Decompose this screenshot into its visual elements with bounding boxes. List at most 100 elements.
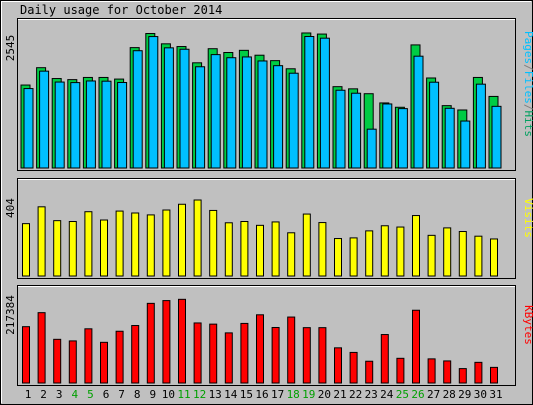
panel-kbytes-max-label: 217384 — [4, 295, 17, 335]
panel-kbytes: 217384 KBytes — [4, 285, 533, 386]
bar-files-day-25 — [397, 108, 408, 169]
bar-files-day-13 — [210, 54, 221, 169]
bar-kbytes-day-4 — [68, 340, 77, 384]
day-label-3: 3 — [56, 388, 63, 401]
bar-visits-day-11 — [178, 203, 186, 277]
bar-visits-day-17 — [271, 221, 280, 277]
bar-kbytes-day-14 — [224, 332, 233, 384]
bar-visits-day-9 — [146, 214, 155, 277]
series-kbytes — [22, 298, 498, 384]
bar-visits-day-23 — [365, 230, 374, 277]
bar-visits-day-15 — [240, 221, 249, 277]
day-label-21: 21 — [333, 388, 346, 401]
day-label-18: 18 — [287, 388, 300, 401]
bar-files-day-28 — [444, 107, 455, 169]
bar-files-day-7 — [117, 81, 128, 169]
bar-kbytes-day-15 — [240, 322, 249, 384]
day-label-28: 28 — [443, 388, 456, 401]
bar-kbytes-day-8 — [131, 325, 140, 384]
bar-kbytes-day-26 — [412, 309, 420, 384]
bar-files-day-15 — [241, 56, 252, 169]
bar-kbytes-day-27 — [427, 358, 436, 384]
day-label-23: 23 — [365, 388, 378, 401]
bar-kbytes-day-21 — [334, 347, 342, 384]
day-label-17: 17 — [271, 388, 284, 401]
bar-kbytes-day-20 — [318, 327, 327, 384]
bar-visits-day-5 — [84, 211, 93, 277]
bar-visits-day-13 — [209, 209, 218, 277]
bar-files-day-24 — [382, 103, 393, 169]
bar-visits-day-12 — [193, 199, 202, 277]
chart-panels: 2545 Pages/Files/Hits 404 Visits 217384 KByte… — [4, 18, 533, 386]
day-label-24: 24 — [380, 388, 394, 401]
day-label-8: 8 — [134, 388, 141, 401]
panel-pages-max-label: 2545 — [4, 35, 17, 62]
bar-files-day-12 — [195, 66, 206, 169]
day-label-22: 22 — [349, 388, 362, 401]
bar-files-day-2 — [39, 70, 50, 169]
bar-kbytes-day-31 — [490, 366, 498, 384]
panel-pages-label-part-0: Pages — [522, 31, 533, 64]
panel-visits-max-label: 404 — [4, 198, 17, 218]
x-axis-day-labels: 1 2 3 4 5 6 7 8 9 10 11 12 13 14 15 16 17 18 19 20 21 22 23 24 2… — [25, 388, 503, 401]
bar-files-day-10 — [163, 47, 174, 169]
bar-visits-day-26 — [412, 215, 420, 277]
bar-kbytes-day-10 — [162, 300, 171, 384]
day-label-5: 5 — [87, 388, 94, 401]
bar-visits-day-21 — [334, 238, 342, 277]
day-label-30: 30 — [474, 388, 487, 401]
bar-files-day-5 — [85, 80, 96, 169]
bar-files-day-14 — [226, 57, 237, 169]
bar-visits-day-4 — [68, 221, 77, 277]
day-label-13: 13 — [209, 388, 222, 401]
bar-kbytes-day-3 — [53, 338, 62, 384]
bar-files-day-1 — [23, 88, 34, 169]
day-label-11: 11 — [177, 388, 190, 401]
panel-pages-label-part-4: Hits — [522, 111, 533, 138]
panel-pages-series-label: Pages/Files/Hits — [522, 31, 533, 137]
bar-files-day-4 — [70, 82, 81, 169]
bar-files-day-20 — [319, 37, 330, 169]
day-label-2: 2 — [40, 388, 47, 401]
bar-files-day-26 — [413, 55, 424, 169]
bar-kbytes-day-17 — [271, 326, 280, 384]
bar-visits-day-29 — [458, 231, 467, 277]
bar-visits-day-10 — [162, 209, 171, 277]
panel-kbytes-label-part-0: KBytes — [522, 305, 533, 345]
bar-kbytes-day-1 — [22, 326, 30, 384]
day-label-19: 19 — [302, 388, 315, 401]
bar-kbytes-day-30 — [474, 361, 483, 384]
day-label-9: 9 — [149, 388, 156, 401]
panel-pages-label-part-2: Files — [522, 71, 533, 104]
bar-visits-day-30 — [474, 235, 483, 277]
bar-visits-day-19 — [302, 213, 311, 277]
bar-kbytes-day-5 — [84, 328, 93, 384]
bar-kbytes-day-19 — [302, 327, 311, 384]
bar-visits-day-6 — [100, 219, 108, 277]
bar-files-day-6 — [101, 80, 112, 169]
bar-visits-day-1 — [22, 223, 30, 277]
panel-visits: 404 Visits — [4, 178, 533, 279]
bar-kbytes-day-11 — [178, 298, 186, 384]
day-label-15: 15 — [240, 388, 253, 401]
bar-visits-day-20 — [318, 222, 327, 277]
bar-visits-day-31 — [490, 238, 498, 277]
bar-visits-day-25 — [396, 226, 405, 277]
bar-files-day-31 — [491, 105, 502, 169]
bar-kbytes-day-23 — [365, 360, 374, 384]
bar-kbytes-day-12 — [193, 322, 202, 384]
bar-kbytes-day-16 — [256, 314, 264, 384]
bar-kbytes-day-18 — [287, 316, 296, 384]
day-label-31: 31 — [489, 388, 502, 401]
bar-files-day-16 — [257, 60, 268, 169]
bar-files-day-9 — [148, 36, 159, 169]
day-label-27: 27 — [427, 388, 440, 401]
bar-kbytes-day-29 — [458, 368, 467, 384]
bar-visits-day-24 — [380, 225, 389, 277]
bar-files-day-11 — [179, 48, 190, 169]
bar-kbytes-day-22 — [349, 351, 358, 384]
day-label-16: 16 — [255, 388, 268, 401]
day-label-29: 29 — [458, 388, 471, 401]
day-label-25: 25 — [396, 388, 409, 401]
panel-visits-label-part-0: Visits — [522, 198, 533, 238]
